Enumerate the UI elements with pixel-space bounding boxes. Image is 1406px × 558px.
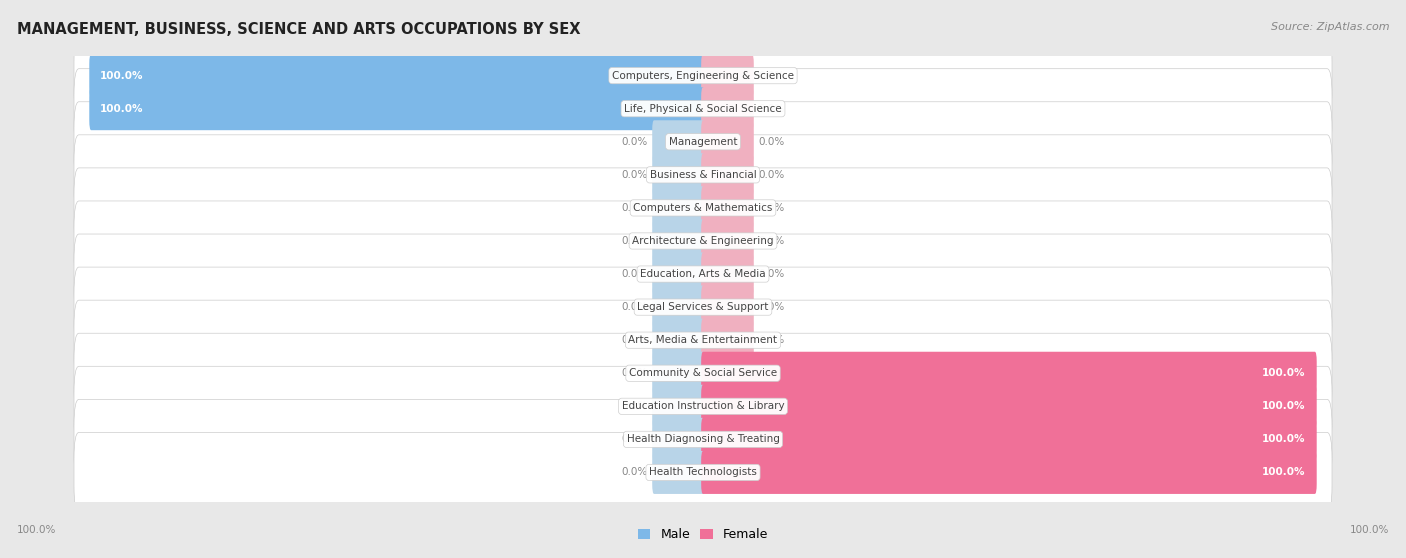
Text: Health Technologists: Health Technologists xyxy=(650,468,756,478)
Text: Arts, Media & Entertainment: Arts, Media & Entertainment xyxy=(628,335,778,345)
FancyBboxPatch shape xyxy=(652,121,704,163)
FancyBboxPatch shape xyxy=(702,54,754,97)
FancyBboxPatch shape xyxy=(702,286,754,329)
FancyBboxPatch shape xyxy=(652,186,704,229)
FancyBboxPatch shape xyxy=(75,201,1331,281)
Text: 0.0%: 0.0% xyxy=(758,170,785,180)
Text: 0.0%: 0.0% xyxy=(621,170,648,180)
Text: 100.0%: 100.0% xyxy=(1263,434,1306,444)
FancyBboxPatch shape xyxy=(702,385,1316,428)
Text: 100.0%: 100.0% xyxy=(1350,525,1389,535)
Text: Computers & Mathematics: Computers & Mathematics xyxy=(633,203,773,213)
Text: Community & Social Service: Community & Social Service xyxy=(628,368,778,378)
FancyBboxPatch shape xyxy=(75,300,1331,380)
FancyBboxPatch shape xyxy=(75,69,1331,149)
FancyBboxPatch shape xyxy=(75,36,1331,116)
Text: Architecture & Engineering: Architecture & Engineering xyxy=(633,236,773,246)
FancyBboxPatch shape xyxy=(652,352,704,395)
FancyBboxPatch shape xyxy=(702,451,1316,494)
Text: 0.0%: 0.0% xyxy=(758,302,785,312)
FancyBboxPatch shape xyxy=(75,432,1331,512)
FancyBboxPatch shape xyxy=(702,87,754,130)
FancyBboxPatch shape xyxy=(652,385,704,428)
Text: 100.0%: 100.0% xyxy=(1263,401,1306,411)
FancyBboxPatch shape xyxy=(652,153,704,196)
Text: 0.0%: 0.0% xyxy=(758,71,785,81)
Text: Legal Services & Support: Legal Services & Support xyxy=(637,302,769,312)
FancyBboxPatch shape xyxy=(90,54,704,97)
Text: 0.0%: 0.0% xyxy=(621,236,648,246)
FancyBboxPatch shape xyxy=(75,267,1331,347)
Text: Education, Arts & Media: Education, Arts & Media xyxy=(640,269,766,279)
FancyBboxPatch shape xyxy=(702,121,754,163)
FancyBboxPatch shape xyxy=(75,234,1331,314)
Text: 0.0%: 0.0% xyxy=(621,401,648,411)
FancyBboxPatch shape xyxy=(702,352,1316,395)
Text: 100.0%: 100.0% xyxy=(100,104,143,114)
FancyBboxPatch shape xyxy=(702,253,754,296)
FancyBboxPatch shape xyxy=(75,333,1331,413)
Text: Health Diagnosing & Treating: Health Diagnosing & Treating xyxy=(627,434,779,444)
Text: 0.0%: 0.0% xyxy=(758,236,785,246)
FancyBboxPatch shape xyxy=(702,319,754,362)
FancyBboxPatch shape xyxy=(652,219,704,262)
Text: 0.0%: 0.0% xyxy=(621,335,648,345)
FancyBboxPatch shape xyxy=(652,253,704,296)
Text: 0.0%: 0.0% xyxy=(621,203,648,213)
Text: Business & Financial: Business & Financial xyxy=(650,170,756,180)
FancyBboxPatch shape xyxy=(75,102,1331,182)
Legend: Male, Female: Male, Female xyxy=(633,523,773,546)
Text: 0.0%: 0.0% xyxy=(621,468,648,478)
Text: Education Instruction & Library: Education Instruction & Library xyxy=(621,401,785,411)
FancyBboxPatch shape xyxy=(652,286,704,329)
Text: 0.0%: 0.0% xyxy=(621,137,648,147)
Text: 100.0%: 100.0% xyxy=(100,71,143,81)
FancyBboxPatch shape xyxy=(75,366,1331,446)
Text: MANAGEMENT, BUSINESS, SCIENCE AND ARTS OCCUPATIONS BY SEX: MANAGEMENT, BUSINESS, SCIENCE AND ARTS O… xyxy=(17,22,581,37)
FancyBboxPatch shape xyxy=(702,219,754,262)
Text: Source: ZipAtlas.com: Source: ZipAtlas.com xyxy=(1271,22,1389,32)
Text: 0.0%: 0.0% xyxy=(758,269,785,279)
Text: 0.0%: 0.0% xyxy=(621,434,648,444)
Text: 100.0%: 100.0% xyxy=(17,525,56,535)
Text: 0.0%: 0.0% xyxy=(621,269,648,279)
Text: 0.0%: 0.0% xyxy=(621,368,648,378)
FancyBboxPatch shape xyxy=(652,418,704,461)
FancyBboxPatch shape xyxy=(652,451,704,494)
FancyBboxPatch shape xyxy=(702,186,754,229)
Text: Management: Management xyxy=(669,137,737,147)
FancyBboxPatch shape xyxy=(702,418,1316,461)
Text: 0.0%: 0.0% xyxy=(758,203,785,213)
Text: Computers, Engineering & Science: Computers, Engineering & Science xyxy=(612,71,794,81)
FancyBboxPatch shape xyxy=(75,135,1331,215)
Text: 100.0%: 100.0% xyxy=(1263,468,1306,478)
Text: 0.0%: 0.0% xyxy=(758,104,785,114)
FancyBboxPatch shape xyxy=(75,400,1331,479)
FancyBboxPatch shape xyxy=(652,319,704,362)
Text: 0.0%: 0.0% xyxy=(621,302,648,312)
Text: 0.0%: 0.0% xyxy=(758,335,785,345)
FancyBboxPatch shape xyxy=(702,153,754,196)
Text: 100.0%: 100.0% xyxy=(1263,368,1306,378)
Text: 0.0%: 0.0% xyxy=(758,137,785,147)
FancyBboxPatch shape xyxy=(90,87,704,130)
Text: Life, Physical & Social Science: Life, Physical & Social Science xyxy=(624,104,782,114)
FancyBboxPatch shape xyxy=(75,168,1331,248)
